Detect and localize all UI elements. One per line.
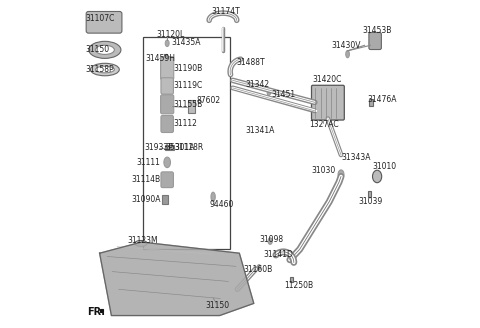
Ellipse shape [164, 157, 170, 168]
Text: 94460: 94460 [210, 199, 234, 209]
Text: 31420C: 31420C [313, 75, 342, 84]
Text: 35301A: 35301A [166, 143, 195, 152]
Text: FR.: FR. [87, 307, 106, 317]
Text: 31476A: 31476A [367, 94, 397, 104]
FancyBboxPatch shape [161, 78, 173, 94]
Text: 31190B: 31190B [173, 64, 203, 73]
Text: 31430V: 31430V [331, 41, 360, 50]
Text: 31112: 31112 [173, 119, 197, 129]
Text: 31174T: 31174T [211, 7, 240, 16]
Bar [143, 37, 230, 249]
Ellipse shape [267, 90, 271, 95]
Ellipse shape [135, 240, 147, 246]
Bar [162, 195, 168, 204]
Bar [188, 100, 195, 113]
Ellipse shape [346, 51, 349, 58]
Ellipse shape [268, 238, 272, 244]
Text: 31123M: 31123M [128, 236, 158, 245]
Text: 31120L: 31120L [156, 30, 185, 39]
Text: 31119C: 31119C [173, 81, 203, 91]
Text: 31114B: 31114B [132, 175, 161, 184]
FancyBboxPatch shape [86, 11, 122, 33]
Text: 87602: 87602 [197, 95, 221, 105]
Text: 31488T: 31488T [236, 58, 264, 68]
Text: 31342: 31342 [246, 80, 270, 89]
Ellipse shape [96, 45, 114, 54]
Text: 31098: 31098 [259, 235, 283, 244]
Text: 11250B: 11250B [284, 281, 313, 290]
Text: 31155B: 31155B [173, 100, 203, 109]
Ellipse shape [211, 192, 215, 201]
Text: 31090A: 31090A [131, 195, 161, 204]
Text: 31435A: 31435A [172, 38, 201, 47]
FancyBboxPatch shape [312, 85, 344, 120]
Text: 31118R: 31118R [174, 143, 204, 152]
Bar [290, 277, 293, 282]
FancyBboxPatch shape [369, 32, 382, 50]
Text: 31150: 31150 [205, 301, 230, 310]
Ellipse shape [338, 170, 344, 179]
Ellipse shape [89, 41, 121, 58]
FancyBboxPatch shape [161, 172, 173, 188]
Ellipse shape [165, 40, 169, 47]
Text: 31158P: 31158P [86, 65, 114, 74]
Text: 31160B: 31160B [243, 265, 273, 274]
Bar [368, 191, 372, 197]
Text: 31010: 31010 [373, 162, 397, 171]
Ellipse shape [257, 265, 261, 270]
FancyBboxPatch shape [161, 95, 174, 114]
FancyBboxPatch shape [161, 57, 174, 80]
Bar [164, 54, 167, 59]
FancyBboxPatch shape [161, 115, 173, 133]
Text: 31150: 31150 [86, 45, 110, 54]
Text: 31933P: 31933P [144, 143, 173, 152]
Text: 31111: 31111 [137, 158, 161, 167]
Text: 31343A: 31343A [342, 153, 371, 162]
Bar [165, 145, 174, 150]
Text: 31030: 31030 [312, 166, 336, 175]
Text: 31039: 31039 [359, 197, 383, 206]
Bar [369, 99, 373, 106]
Bar [100, 310, 103, 312]
Polygon shape [100, 242, 254, 316]
Ellipse shape [372, 170, 382, 183]
Text: 31107C: 31107C [86, 13, 115, 23]
Text: 31459H: 31459H [145, 54, 176, 63]
Ellipse shape [96, 66, 114, 73]
Text: 31341A: 31341A [246, 126, 275, 135]
Ellipse shape [90, 63, 120, 76]
Text: 31453B: 31453B [362, 26, 391, 35]
Text: 1327AC: 1327AC [310, 120, 339, 129]
Text: 31451: 31451 [271, 90, 295, 99]
Text: 31141D: 31141D [264, 250, 293, 259]
